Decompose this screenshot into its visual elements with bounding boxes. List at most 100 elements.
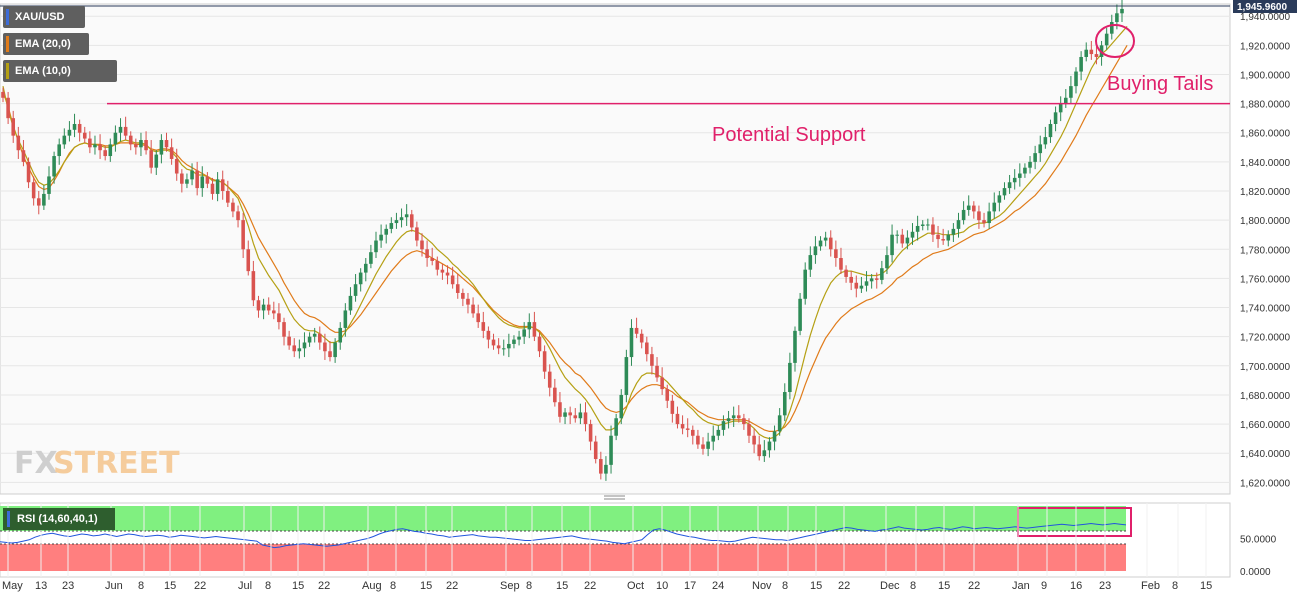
time-tick-label: 8 (1172, 580, 1178, 592)
legend-rsi-label: RSI (14,60,40,1) (17, 513, 98, 525)
candle-body (987, 211, 991, 224)
price-tick-label: 1,720.0000 (1240, 333, 1290, 344)
candle-body (1012, 177, 1017, 183)
candle-body (1120, 8, 1124, 14)
time-tick-label: 24 (712, 580, 724, 592)
time-tick-label: 13 (35, 580, 47, 592)
candle-body (1, 91, 5, 98)
candle-body (563, 412, 567, 417)
candle-body (992, 202, 997, 212)
time-tick-label: 15 (1200, 580, 1212, 592)
candle-body (527, 322, 532, 330)
candle-body (1018, 173, 1022, 178)
candle-body (450, 275, 455, 285)
candle-body (82, 132, 87, 139)
candle-body (363, 263, 368, 273)
candle-body (982, 220, 986, 224)
candle-body (302, 342, 307, 349)
candle-body (226, 191, 230, 203)
legend-symbol[interactable]: XAU/USD (3, 6, 85, 28)
candle-body (1038, 144, 1043, 154)
time-tick-label: 8 (390, 580, 396, 592)
candle-body (532, 322, 537, 337)
candle-body (353, 284, 358, 296)
time-tick-label: 8 (526, 580, 532, 592)
candle-body (818, 240, 823, 247)
candle-body (256, 300, 261, 311)
time-tick-label: Jul (238, 580, 252, 592)
price-tick-label: 1,700.0000 (1240, 362, 1290, 373)
rsi-oversold-band (0, 544, 1126, 571)
candle-body (874, 278, 879, 280)
price-tick-label: 1,900.0000 (1240, 70, 1290, 81)
candle-body (159, 140, 164, 155)
time-tick-label: 22 (968, 580, 980, 592)
candle-body (869, 278, 874, 282)
candle-body (936, 234, 940, 240)
time-tick-label: Jun (105, 580, 123, 592)
candle-body (742, 418, 746, 425)
candle-body (328, 351, 332, 358)
candle-body (26, 161, 31, 183)
time-tick-label: 22 (838, 580, 850, 592)
candle-body (123, 126, 128, 136)
candle-body (486, 330, 491, 340)
candle-body (593, 441, 598, 460)
time-tick-label: Nov (752, 580, 772, 592)
candle-body (144, 140, 148, 151)
candle-body (236, 211, 240, 221)
candle-body (900, 234, 905, 244)
candle-body (241, 220, 245, 250)
candle-body (736, 415, 741, 419)
candle-body (185, 179, 189, 184)
legend-ema10-swatch (6, 63, 9, 79)
legend-ema10[interactable]: EMA (10,0) (3, 60, 117, 82)
candle-body (752, 435, 756, 445)
candle-body (701, 444, 705, 449)
ema20-line (2, 44, 1128, 432)
candle-body (435, 260, 440, 270)
candle-body (828, 237, 833, 250)
candle-body (629, 327, 634, 358)
candle-body (1109, 22, 1114, 34)
last-price-value: 1,945.9600 (1237, 2, 1287, 13)
candle-body (430, 258, 434, 261)
candle-body (461, 292, 465, 299)
time-tick-label: 15 (810, 580, 822, 592)
candle-body (466, 298, 470, 305)
candle-body (951, 228, 956, 235)
candle-body (440, 269, 445, 273)
candle-body (1084, 49, 1089, 57)
candle-body (394, 220, 399, 224)
candle-body (205, 176, 210, 184)
candle-body (507, 343, 511, 349)
candle-body (895, 234, 899, 236)
ema10-line (2, 26, 1128, 440)
legend-symbol-swatch (6, 9, 9, 25)
candle-body (542, 351, 547, 372)
candle-body (297, 348, 302, 352)
price-tick-label: 1,880.0000 (1240, 100, 1290, 111)
candle-body (16, 135, 21, 151)
candle-body (501, 348, 506, 350)
candle-body (384, 228, 389, 235)
time-tick-label: May (2, 580, 23, 592)
candle-body (174, 158, 179, 174)
legend-ema20[interactable]: EMA (20,0) (3, 33, 89, 55)
candle-body (547, 371, 552, 388)
candle-body (246, 249, 251, 272)
candle-body (164, 140, 169, 148)
candle-body (338, 327, 343, 343)
candle-body (512, 339, 516, 344)
candle-body (455, 284, 460, 293)
legend-rsi[interactable]: RSI (14,60,40,1) (3, 508, 115, 530)
time-tick-label: Jan (1012, 580, 1030, 592)
candle-body (517, 336, 521, 340)
pane-resize-handle[interactable] (604, 495, 625, 500)
candle-body (558, 402, 562, 417)
legend-symbol-label: XAU/USD (15, 11, 65, 23)
time-tick-label: 22 (318, 580, 330, 592)
candle-body (885, 255, 889, 269)
candle-body (961, 209, 966, 221)
